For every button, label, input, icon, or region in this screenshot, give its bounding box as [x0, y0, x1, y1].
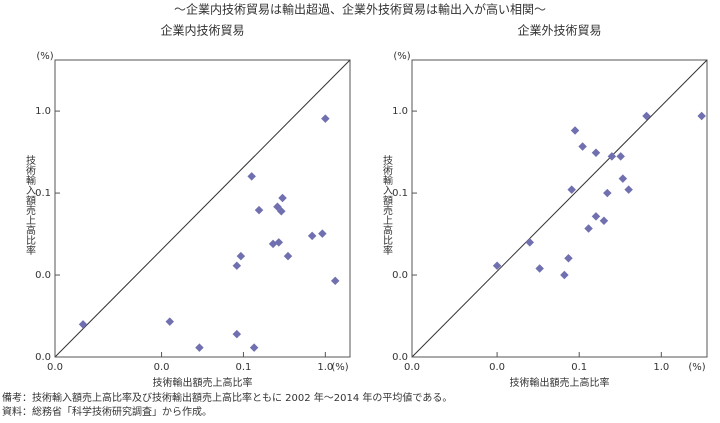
point	[274, 238, 284, 247]
point	[249, 343, 259, 352]
diagonal	[54, 59, 351, 358]
page-title: ～企業内技術貿易は輸出超過、企業外技術貿易は輸出入が高い相関～	[174, 2, 546, 17]
x-tick-label: 0.0	[489, 362, 505, 373]
x-unit: (%)	[688, 362, 705, 373]
y-tick-label: 0.0	[35, 352, 51, 363]
x-axis-label: 技術輸出額売上高比率	[153, 376, 253, 389]
point	[195, 343, 204, 352]
point	[697, 111, 706, 121]
point	[232, 329, 242, 339]
point	[584, 224, 593, 233]
point	[616, 152, 625, 161]
point	[78, 320, 88, 329]
point	[492, 261, 502, 270]
y-unit: (%)	[393, 51, 410, 62]
point	[321, 114, 330, 123]
point	[247, 172, 256, 181]
point	[307, 231, 317, 241]
point	[599, 216, 609, 225]
point	[330, 276, 340, 286]
point	[283, 251, 293, 261]
diagonal	[411, 59, 708, 358]
y-tick-label: 0.0	[392, 352, 408, 363]
note: 資料：総務省「科学技術研究調査」から作成。	[2, 405, 212, 418]
x-tick-label: 0.1	[235, 362, 251, 373]
point	[618, 174, 628, 183]
point	[591, 148, 601, 158]
point	[535, 264, 544, 273]
point	[232, 261, 242, 270]
y-tick-label: 0.0	[35, 270, 51, 281]
x-tick-label: 0.0	[154, 362, 170, 373]
point	[268, 239, 278, 249]
point	[642, 111, 651, 121]
point	[603, 188, 612, 198]
x-tick-label: 0.1	[571, 362, 587, 373]
point	[525, 238, 535, 247]
point	[165, 317, 175, 326]
point	[277, 207, 286, 216]
x-unit: (%)	[331, 362, 348, 373]
y-axis-label: 技術輸入額売上高比率	[381, 154, 393, 256]
y-tick-label: 1.0	[35, 106, 51, 117]
x-tick-label: 0.0	[404, 362, 420, 373]
plot-frame	[54, 59, 351, 358]
chart-subtitle: 企業内技術貿易	[160, 23, 244, 38]
point	[578, 142, 587, 151]
y-tick-label: 0.1	[35, 188, 51, 199]
point	[570, 126, 580, 135]
plot-frame	[411, 59, 708, 358]
point	[591, 212, 601, 221]
point	[624, 185, 633, 194]
x-tick-label: 1.0	[653, 362, 669, 373]
point	[254, 205, 264, 215]
note: 備考：技術輸入額売上高比率及び技術輸出額売上高比率ともに 2002 年～2014…	[2, 391, 452, 404]
y-tick-label: 0.1	[392, 188, 408, 199]
point	[278, 193, 287, 203]
y-unit: (%)	[36, 51, 53, 62]
point	[236, 251, 246, 261]
point	[564, 254, 573, 263]
x-axis-label: 技術輸出額売上高比率	[510, 376, 610, 389]
y-tick-label: 0.0	[392, 270, 408, 281]
point	[318, 229, 327, 238]
x-tick-label: 1.0	[317, 362, 333, 373]
point	[560, 270, 569, 280]
chart-subtitle: 企業外技術貿易	[517, 23, 601, 38]
y-axis-label: 技術輸入額売上高比率	[24, 154, 36, 256]
y-tick-label: 1.0	[392, 106, 408, 117]
x-tick-label: 0.0	[47, 362, 63, 373]
